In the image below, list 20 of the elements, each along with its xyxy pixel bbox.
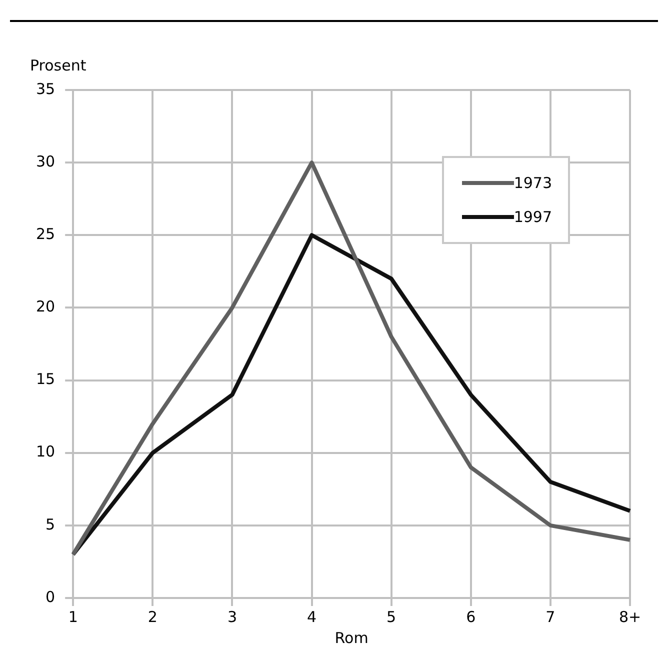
y-tick-label: 25 bbox=[36, 225, 56, 244]
x-tick-label: 4 bbox=[306, 608, 317, 626]
x-tick-label: 2 bbox=[148, 608, 158, 626]
y-tick-label: 15 bbox=[36, 370, 56, 388]
x-tick-label: 1 bbox=[68, 608, 78, 626]
x-axis-title: Rom bbox=[334, 628, 368, 647]
y-axis-title: Prosent bbox=[30, 56, 86, 74]
x-tick-label: 6 bbox=[466, 608, 476, 626]
x-tick-label: 7 bbox=[546, 608, 556, 626]
y-tick-label: 10 bbox=[36, 442, 56, 461]
y-tick-label: 20 bbox=[36, 298, 56, 316]
y-tick-label: 0 bbox=[46, 588, 56, 606]
legend-label: 1973 bbox=[514, 174, 552, 192]
x-tick-label: 3 bbox=[227, 608, 237, 626]
y-tick-label: 30 bbox=[36, 152, 56, 170]
y-tick-label: 5 bbox=[46, 515, 56, 534]
x-tick-label: 8+ bbox=[618, 608, 642, 626]
legend-label: 1997 bbox=[514, 208, 552, 226]
x-tick-label: 5 bbox=[386, 608, 396, 626]
y-tick-label: 35 bbox=[36, 80, 56, 98]
